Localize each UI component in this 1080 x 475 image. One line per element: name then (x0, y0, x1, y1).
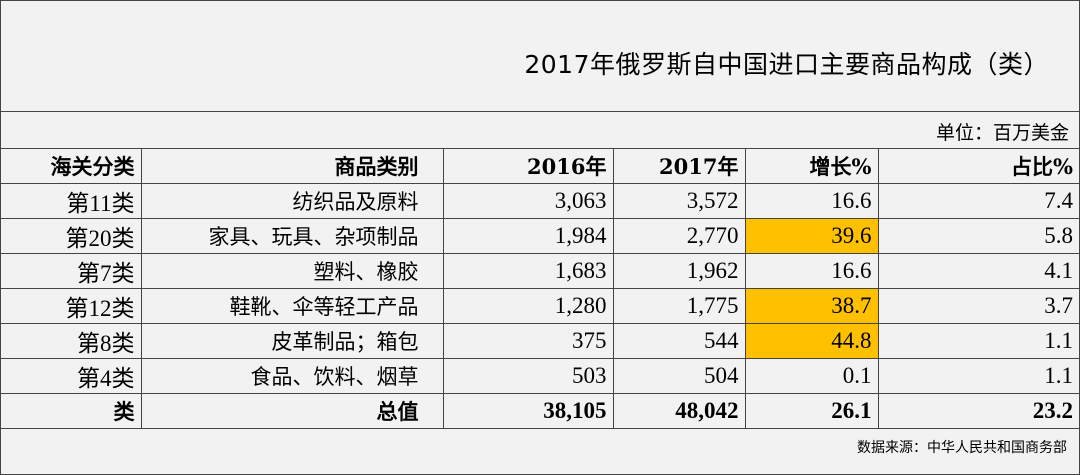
page-title: 2017年俄罗斯自中国进口主要商品构成（类） (524, 50, 1049, 79)
unit-label: 单位：百万美金 (935, 122, 1069, 144)
total-2017: 48,042 (613, 393, 746, 429)
cell-2016: 3,063 (443, 183, 614, 219)
cell-growth: 16.6 (745, 183, 879, 219)
title-row: 2017年俄罗斯自中国进口主要商品构成（类） (1, 1, 1079, 112)
cell-category: 塑料、橡胶 (141, 253, 444, 289)
cell-category: 家具、玩具、杂项制品 (141, 218, 444, 254)
cell-category: 纺织品及原料 (141, 183, 444, 219)
cell-category: 鞋靴、伞等轻工产品 (141, 288, 444, 324)
header-row: 海关分类 商品类别 2016年 2017年 增长% 占比% (1, 149, 1079, 184)
cell-2017: 1,962 (613, 253, 746, 289)
table-row: 第4类 食品、饮料、烟草 503 504 0.1 1.1 (1, 358, 1079, 394)
header-customs-class: 海关分类 (1, 149, 142, 184)
table-row: 第11类 纺织品及原料 3,063 3,572 16.6 7.4 (1, 183, 1079, 219)
cell-code: 第20类 (1, 218, 142, 254)
cell-share: 4.1 (878, 253, 1079, 289)
cell-2017: 1,775 (613, 288, 746, 324)
cell-code: 第11类 (1, 183, 142, 219)
cell-code: 第12类 (1, 288, 142, 324)
cell-share: 1.1 (878, 358, 1079, 394)
cell-growth: 0.1 (745, 358, 879, 394)
cell-2017: 544 (613, 323, 746, 359)
cell-share: 1.1 (878, 323, 1079, 359)
data-source: 数据来源：中华人民共和国商务部 (857, 440, 1067, 456)
unit-row: 单位：百万美金 (1, 112, 1079, 149)
data-table: 海关分类 商品类别 2016年 2017年 增长% 占比% 第11类 纺织品及原… (1, 149, 1079, 429)
total-label: 总值 (141, 393, 444, 429)
header-2017: 2017年 (613, 149, 746, 184)
header-category: 商品类别 (141, 149, 444, 184)
header-growth: 增长% (745, 149, 879, 184)
cell-2016: 1,280 (443, 288, 614, 324)
table-row: 第8类 皮革制品；箱包 375 544 44.8 1.1 (1, 323, 1079, 359)
cell-2017: 504 (613, 358, 746, 394)
total-2016: 38,105 (443, 393, 614, 429)
cell-category: 皮革制品；箱包 (141, 323, 444, 359)
total-share: 23.2 (878, 393, 1079, 429)
cell-share: 5.8 (878, 218, 1079, 254)
header-share: 占比% (878, 149, 1079, 184)
table-row: 第12类 鞋靴、伞等轻工产品 1,280 1,775 38.7 3.7 (1, 288, 1079, 324)
cell-growth: 38.7 (745, 288, 879, 324)
cell-2017: 3,572 (613, 183, 746, 219)
total-row: 类 总值 38,105 48,042 26.1 23.2 (1, 393, 1079, 429)
table-row: 第20类 家具、玩具、杂项制品 1,984 2,770 39.6 5.8 (1, 218, 1079, 254)
cell-2016: 1,984 (443, 218, 614, 254)
total-code: 类 (1, 393, 142, 429)
cell-2016: 503 (443, 358, 614, 394)
cell-growth: 44.8 (745, 323, 879, 359)
cell-code: 第8类 (1, 323, 142, 359)
cell-share: 7.4 (878, 183, 1079, 219)
cell-growth: 16.6 (745, 253, 879, 289)
cell-category: 食品、饮料、烟草 (141, 358, 444, 394)
cell-2016: 375 (443, 323, 614, 359)
cell-share: 3.7 (878, 288, 1079, 324)
cell-growth: 39.6 (745, 218, 879, 254)
cell-2017: 2,770 (613, 218, 746, 254)
cell-2016: 1,683 (443, 253, 614, 289)
cell-code: 第7类 (1, 253, 142, 289)
total-growth: 26.1 (745, 393, 879, 429)
table-row: 第7类 塑料、橡胶 1,683 1,962 16.6 4.1 (1, 253, 1079, 289)
header-2016: 2016年 (443, 149, 614, 184)
cell-code: 第4类 (1, 358, 142, 394)
